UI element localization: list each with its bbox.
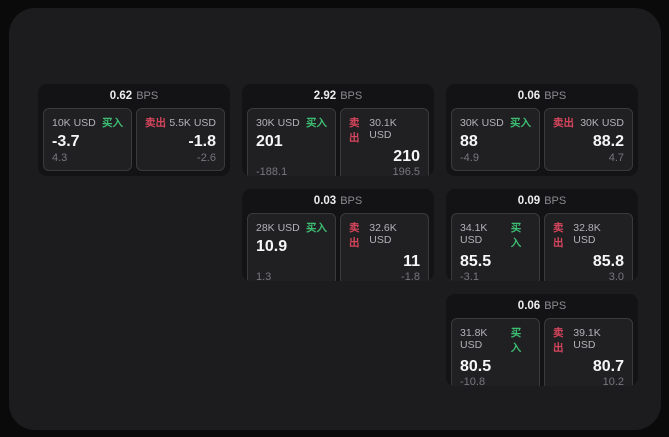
sell-tile[interactable]: 卖出 32.6K USD 11 -1.8 xyxy=(340,213,429,281)
buy-size: 30K USD xyxy=(460,117,504,129)
sell-badge: 卖出 xyxy=(553,222,564,249)
bps-label: BPS xyxy=(544,300,567,312)
quote-tiles: 10K USD 买入 -3.7 4.3 卖出 5.5K USD -1.8 -2.… xyxy=(38,108,230,176)
buy-tile[interactable]: 30K USD 买入 88 -4.9 xyxy=(451,108,540,171)
sell-delta: 3.0 xyxy=(608,271,624,281)
sell-badge: 卖出 xyxy=(349,222,360,249)
quote-card: 0.06 BPS 31.8K USD 买入 80.5 -10.8 卖出 39.1… xyxy=(446,294,638,386)
buy-badge: 买入 xyxy=(102,117,123,129)
sell-tile[interactable]: 卖出 30K USD 88.2 4.7 xyxy=(544,108,633,171)
sell-size: 32.6K USD xyxy=(369,222,397,246)
buy-size: 10K USD xyxy=(52,117,96,129)
buy-badge: 买入 xyxy=(306,117,327,129)
spread-value: 0.62 xyxy=(109,90,133,102)
sell-size: 30K USD xyxy=(580,117,624,129)
buy-delta: -10.8 xyxy=(460,376,486,386)
sell-tile[interactable]: 卖出 30.1K USD 210 196.5 xyxy=(340,108,429,176)
sell-tile[interactable]: 卖出 5.5K USD -1.8 -2.6 xyxy=(136,108,225,171)
quotes-panel: 0.62 BPS 10K USD 买入 -3.7 4.3 卖出 5.5K USD xyxy=(9,8,661,430)
sell-price: 80.7 xyxy=(592,358,624,375)
sell-delta: 4.7 xyxy=(608,152,624,164)
spread-value: 2.92 xyxy=(313,90,337,102)
sell-badge: 卖出 xyxy=(349,117,360,144)
buy-size: 28K USD xyxy=(256,222,300,234)
quote-card: 0.62 BPS 10K USD 买入 -3.7 4.3 卖出 5.5K USD xyxy=(38,84,230,176)
buy-size: 31.8K USD xyxy=(460,327,488,351)
sell-price: 210 xyxy=(393,148,420,165)
quote-tiles: 30K USD 买入 201 -188.1 卖出 30.1K USD 210 1… xyxy=(242,108,434,176)
buy-badge: 买入 xyxy=(306,222,327,234)
quote-card: 0.09 BPS 34.1K USD 买入 85.5 -3.1 卖出 32.8K… xyxy=(446,189,638,281)
sell-price: 85.8 xyxy=(592,253,624,270)
buy-price: 88 xyxy=(460,133,478,150)
buy-price: 201 xyxy=(256,133,283,150)
spread-header: 0.62 BPS xyxy=(38,84,230,108)
buy-delta: 1.3 xyxy=(256,271,272,281)
spread-header: 0.09 BPS xyxy=(446,189,638,213)
quote-card: 0.03 BPS 28K USD 买入 10.9 1.3 卖出 32.6K US… xyxy=(242,189,434,281)
sell-badge: 卖出 xyxy=(553,117,574,129)
sell-delta: 196.5 xyxy=(392,166,420,176)
bps-label: BPS xyxy=(340,195,363,207)
buy-size: 34.1K USD xyxy=(460,222,488,246)
sell-size: 32.8K USD xyxy=(573,222,601,246)
buy-badge: 买入 xyxy=(510,222,522,249)
spread-header: 0.06 BPS xyxy=(446,294,638,318)
quote-tiles: 30K USD 买入 88 -4.9 卖出 30K USD 88.2 4.7 xyxy=(446,108,638,176)
bps-label: BPS xyxy=(544,90,567,102)
spread-value: 0.03 xyxy=(313,195,337,207)
sell-tile[interactable]: 卖出 32.8K USD 85.8 3.0 xyxy=(544,213,633,281)
spread-value: 0.06 xyxy=(517,300,541,312)
buy-delta: -188.1 xyxy=(256,166,288,176)
sell-price: -1.8 xyxy=(188,133,216,150)
sell-size: 30.1K USD xyxy=(369,117,397,141)
buy-size: 30K USD xyxy=(256,117,300,129)
buy-tile[interactable]: 28K USD 买入 10.9 1.3 xyxy=(247,213,336,281)
buy-tile[interactable]: 10K USD 买入 -3.7 4.3 xyxy=(43,108,132,171)
bps-label: BPS xyxy=(340,90,363,102)
sell-size: 39.1K USD xyxy=(573,327,601,351)
quote-card: 2.92 BPS 30K USD 买入 201 -188.1 卖出 30.1K … xyxy=(242,84,434,176)
sell-size: 5.5K USD xyxy=(169,117,216,129)
sell-price: 88.2 xyxy=(592,133,624,150)
buy-delta: 4.3 xyxy=(52,152,68,164)
buy-tile[interactable]: 30K USD 买入 201 -188.1 xyxy=(247,108,336,176)
buy-price: 85.5 xyxy=(460,253,492,270)
buy-price: 10.9 xyxy=(256,238,288,255)
spread-header: 2.92 BPS xyxy=(242,84,434,108)
buy-badge: 买入 xyxy=(510,327,522,354)
sell-delta: 10.2 xyxy=(602,376,624,386)
buy-price: -3.7 xyxy=(52,133,80,150)
bps-label: BPS xyxy=(544,195,567,207)
quote-card: 0.06 BPS 30K USD 买入 88 -4.9 卖出 30K USD xyxy=(446,84,638,176)
bps-label: BPS xyxy=(136,90,159,102)
buy-price: 80.5 xyxy=(460,358,492,375)
quotes-grid: 0.62 BPS 10K USD 买入 -3.7 4.3 卖出 5.5K USD xyxy=(38,84,638,386)
sell-tile[interactable]: 卖出 39.1K USD 80.7 10.2 xyxy=(544,318,633,386)
buy-tile[interactable]: 34.1K USD 买入 85.5 -3.1 xyxy=(451,213,540,281)
spread-header: 0.03 BPS xyxy=(242,189,434,213)
sell-price: 11 xyxy=(403,253,420,270)
sell-delta: -1.8 xyxy=(401,271,420,281)
sell-delta: -2.6 xyxy=(197,152,216,164)
spread-value: 0.06 xyxy=(517,90,541,102)
sell-badge: 卖出 xyxy=(553,327,564,354)
spread-header: 0.06 BPS xyxy=(446,84,638,108)
quote-tiles: 31.8K USD 买入 80.5 -10.8 卖出 39.1K USD 80.… xyxy=(446,318,638,386)
spread-value: 0.09 xyxy=(517,195,541,207)
buy-badge: 买入 xyxy=(510,117,531,129)
buy-delta: -3.1 xyxy=(460,271,479,281)
sell-badge: 卖出 xyxy=(145,117,166,129)
quote-tiles: 28K USD 买入 10.9 1.3 卖出 32.6K USD 11 -1.8 xyxy=(242,213,434,281)
buy-tile[interactable]: 31.8K USD 买入 80.5 -10.8 xyxy=(451,318,540,386)
quote-tiles: 34.1K USD 买入 85.5 -3.1 卖出 32.8K USD 85.8… xyxy=(446,213,638,281)
buy-delta: -4.9 xyxy=(460,152,479,164)
